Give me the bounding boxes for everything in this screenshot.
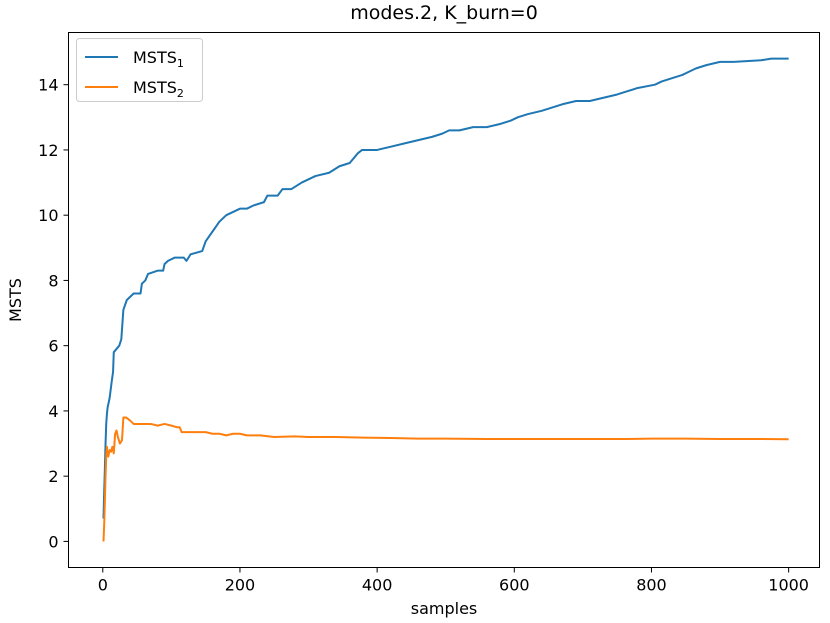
- y-tick-label: 6: [48, 337, 58, 356]
- legend-label-1: MSTS1: [133, 48, 184, 70]
- y-tick-label: 4: [48, 402, 58, 421]
- x-tick-label: 800: [636, 576, 667, 595]
- y-tick-label: 10: [38, 206, 58, 225]
- series-layer: [102, 57, 789, 542]
- x-tick-label: 1000: [768, 576, 809, 595]
- x-axis-label: samples: [411, 599, 478, 618]
- x-axis: 0 200 400 600 800 1000: [98, 567, 809, 595]
- x-tick-label: 0: [98, 576, 108, 595]
- y-axis: 0 2 4 6 8 10 12 14: [38, 76, 69, 551]
- x-tick-label: 400: [362, 576, 393, 595]
- y-tick-label: 2: [48, 467, 58, 486]
- legend-label-name: MSTS: [133, 48, 177, 67]
- y-axis-label: MSTS: [6, 278, 25, 322]
- legend-label-subscript: 1: [177, 57, 184, 70]
- series-line-1: [102, 57, 789, 519]
- series-line-2: [102, 416, 789, 542]
- chart-title: modes.2, K_burn=0: [350, 2, 538, 24]
- x-tick-label: 200: [225, 576, 256, 595]
- legend-label-name: MSTS: [133, 78, 177, 97]
- plot-area: [68, 32, 820, 568]
- x-tick-label: 600: [499, 576, 530, 595]
- legend-box: [76, 38, 203, 102]
- y-tick-label: 8: [48, 271, 58, 290]
- y-tick-label: 0: [48, 532, 58, 551]
- y-tick-label: 14: [38, 76, 58, 95]
- legend-label-2: MSTS2: [133, 78, 184, 100]
- legend-label-subscript: 2: [177, 87, 184, 100]
- y-tick-label: 12: [38, 141, 58, 160]
